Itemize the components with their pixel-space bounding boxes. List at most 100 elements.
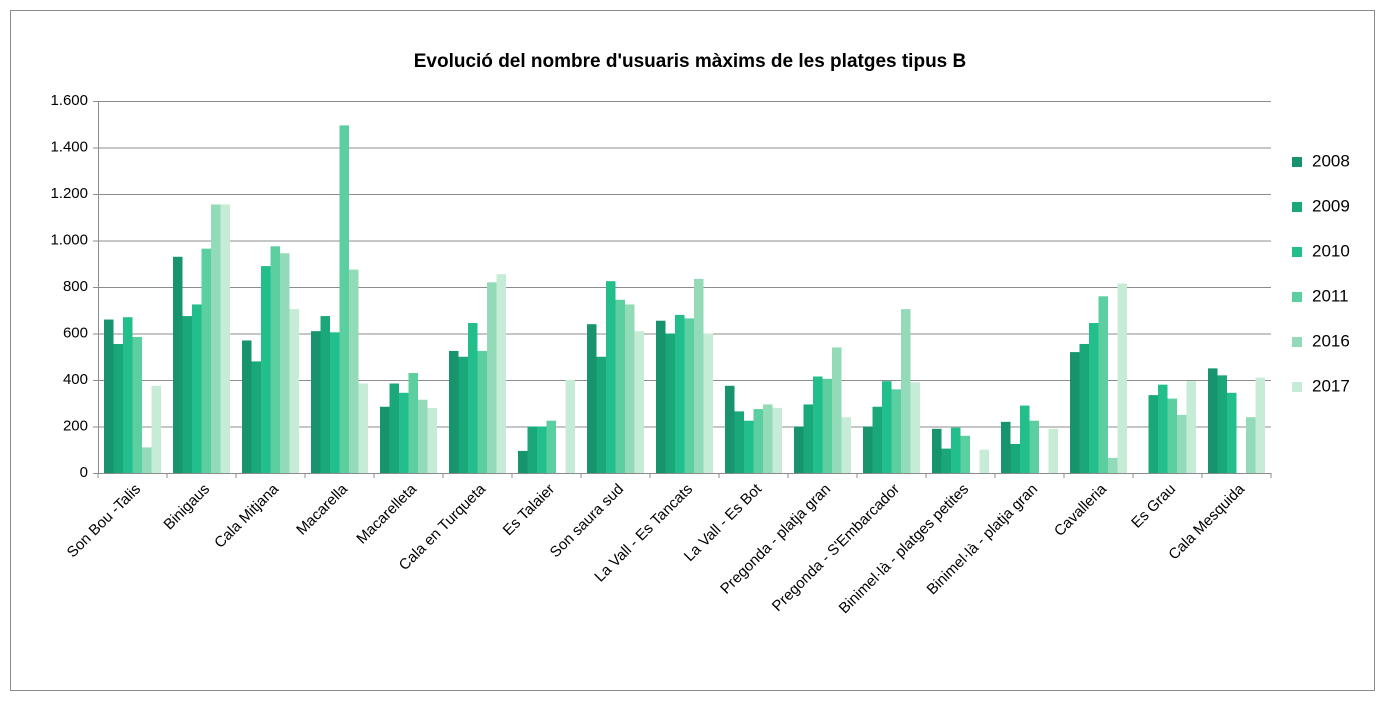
- bar: [358, 383, 368, 473]
- bar: [477, 350, 487, 473]
- bar: [449, 350, 459, 473]
- y-tick-label: 0: [80, 464, 88, 481]
- legend-label: 2016: [1312, 331, 1350, 350]
- bar: [330, 332, 340, 473]
- bar: [242, 340, 252, 473]
- bar: [192, 304, 202, 473]
- legend-label: 2009: [1312, 196, 1350, 215]
- bar: [1227, 392, 1237, 473]
- bar: [458, 356, 468, 473]
- bar: [527, 426, 537, 473]
- bar: [872, 406, 882, 473]
- y-tick-label: 1.600: [50, 92, 88, 109]
- bar: [320, 316, 330, 473]
- bar: [113, 343, 123, 473]
- bar: [496, 274, 506, 473]
- bar: [882, 381, 892, 473]
- bar: [1148, 395, 1158, 473]
- bar: [468, 323, 478, 473]
- bar: [349, 269, 359, 473]
- bar: [656, 320, 666, 473]
- bar: [1177, 414, 1187, 473]
- bar: [289, 309, 299, 473]
- bar: [803, 404, 813, 473]
- bar: [596, 356, 606, 473]
- bar: [142, 447, 152, 473]
- bar: [261, 266, 271, 473]
- bar: [408, 373, 418, 473]
- y-tick-label: 1.000: [50, 231, 88, 248]
- bar: [1001, 421, 1011, 473]
- chart-title: Evolució del nombre d'usuaris màxims de …: [414, 51, 967, 72]
- bar: [1117, 283, 1127, 473]
- bar: [1255, 377, 1265, 473]
- bar: [1029, 420, 1039, 473]
- y-tick-label: 1.200: [50, 185, 88, 202]
- bar: [339, 125, 349, 473]
- y-tick-label: 600: [63, 324, 88, 341]
- bar: [951, 427, 961, 473]
- bar: [201, 248, 211, 473]
- bar: [1098, 296, 1108, 473]
- bar: [941, 448, 951, 473]
- bar: [910, 382, 920, 473]
- bar: [311, 331, 321, 473]
- bar: [1158, 384, 1168, 473]
- legend-swatch: [1292, 157, 1302, 167]
- bar: [675, 314, 685, 473]
- bar: [1246, 417, 1256, 473]
- bar: [211, 204, 221, 473]
- bar: [772, 407, 782, 473]
- bar: [418, 399, 428, 473]
- bar: [389, 383, 399, 473]
- legend-swatch: [1292, 202, 1302, 212]
- bar: [151, 385, 161, 473]
- bar: [270, 246, 280, 473]
- legend-label: 2010: [1312, 241, 1350, 260]
- y-tick-label: 1.400: [50, 138, 88, 155]
- legend-swatch: [1292, 382, 1302, 392]
- bar: [173, 256, 183, 473]
- bar: [794, 426, 804, 473]
- bar: [1217, 375, 1227, 473]
- bar: [1020, 405, 1030, 473]
- bar: [518, 450, 528, 473]
- bar: [606, 281, 616, 473]
- bar: [822, 378, 832, 473]
- bar: [132, 336, 142, 473]
- bar: [220, 204, 230, 473]
- bar: [979, 449, 989, 473]
- bar: [1070, 352, 1080, 473]
- bar: [665, 333, 675, 473]
- bar: [932, 428, 942, 473]
- bar: [1186, 381, 1196, 473]
- bar: [694, 278, 704, 473]
- bar: [625, 304, 635, 473]
- bar: [537, 426, 547, 473]
- bar: [753, 409, 763, 473]
- bar: [901, 309, 911, 473]
- legend-swatch: [1292, 337, 1302, 347]
- bar: [380, 406, 390, 473]
- bar: [763, 404, 773, 473]
- bar: [427, 407, 437, 473]
- bar: [841, 417, 851, 473]
- y-tick-label: 800: [63, 278, 88, 295]
- y-tick-label: 200: [63, 417, 88, 434]
- bar: [744, 420, 754, 473]
- bar: [725, 385, 735, 473]
- bar: [104, 319, 114, 473]
- bar: [863, 426, 873, 473]
- bar: [487, 282, 497, 473]
- bar: [123, 317, 133, 473]
- bar: [734, 411, 744, 473]
- bar: [615, 299, 625, 473]
- bar: [399, 392, 409, 473]
- y-tick-label: 400: [63, 371, 88, 388]
- bar: [1208, 368, 1218, 473]
- bar: [251, 361, 261, 473]
- bar: [960, 435, 970, 473]
- bar: [587, 324, 597, 473]
- legend-label: 2017: [1312, 376, 1350, 395]
